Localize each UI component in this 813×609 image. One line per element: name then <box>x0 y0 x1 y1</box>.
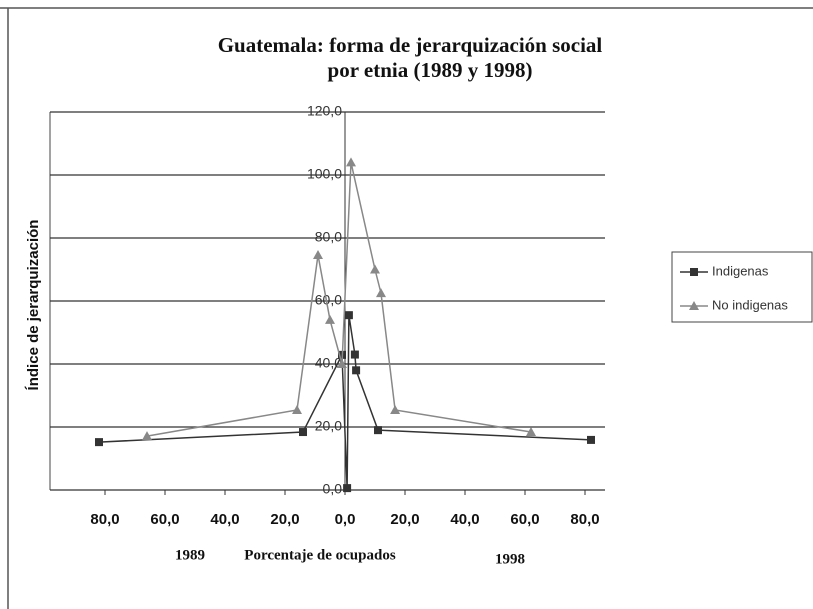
x-tick-label: 80,0 <box>90 511 119 528</box>
marker <box>350 350 359 359</box>
x-tick-label: 60,0 <box>150 511 179 528</box>
x-right-label: 1998 <box>495 551 525 567</box>
marker <box>95 438 103 447</box>
y-axis-label: Índice de jerarquización <box>25 220 42 391</box>
y-tick-label: 80,0 <box>315 229 342 245</box>
marker <box>325 314 335 324</box>
x-axis-label: Porcentaje de ocupados <box>244 547 396 563</box>
marker <box>346 157 356 167</box>
x-tick-label: 60,0 <box>510 511 539 528</box>
y-tick-label: 0,0 <box>323 481 343 497</box>
y-tick-label: 60,0 <box>315 292 342 308</box>
legend-label: Indigenas <box>712 263 769 278</box>
marker <box>299 428 307 437</box>
y-tick-label: 20,0 <box>315 418 342 434</box>
marker <box>370 264 380 274</box>
chart-title: por etnia (1989 y 1998) <box>328 58 533 82</box>
chart-title: Guatemala: forma de jerarquización socia… <box>218 33 603 57</box>
marker <box>689 301 699 310</box>
marker <box>344 311 353 320</box>
marker <box>313 250 323 260</box>
y-tick-label: 100,0 <box>307 166 342 182</box>
legend-label: No indigenas <box>712 297 788 312</box>
marker <box>376 288 386 298</box>
x-tick-label: 20,0 <box>390 511 419 528</box>
marker <box>374 426 382 435</box>
x-tick-label: 40,0 <box>210 511 239 528</box>
series-line <box>146 162 532 437</box>
y-tick-label: 120,0 <box>307 103 342 119</box>
marker <box>690 268 698 276</box>
x-tick-label: 20,0 <box>270 511 299 528</box>
x-tick-label: 0,0 <box>335 511 356 528</box>
marker <box>337 359 347 368</box>
marker <box>526 427 536 437</box>
x-left-label: 1989 <box>175 547 205 563</box>
marker <box>142 431 152 441</box>
marker <box>292 404 302 414</box>
x-tick-label: 80,0 <box>570 511 599 528</box>
marker <box>390 404 401 414</box>
x-tick-label: 40,0 <box>450 511 479 528</box>
marker <box>343 484 352 493</box>
legend-box <box>671 251 813 323</box>
marker <box>352 366 361 375</box>
marker <box>587 435 595 444</box>
